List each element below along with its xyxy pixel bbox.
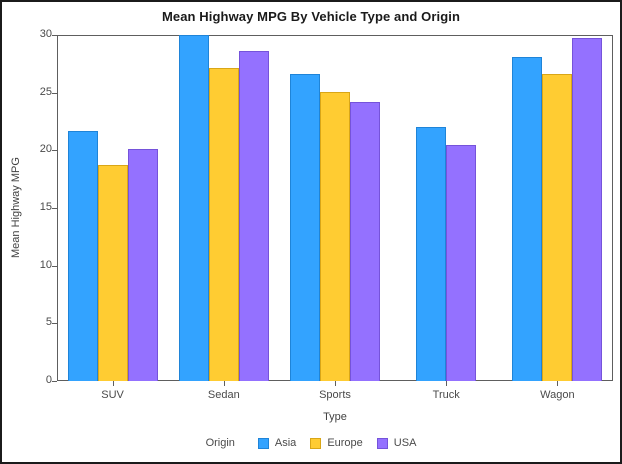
x-tick-label: Truck — [432, 389, 460, 401]
legend: Origin Asia Europe USA — [2, 433, 620, 453]
x-tick-label: Wagon — [540, 389, 575, 401]
legend-item-usa: USA — [376, 437, 417, 449]
legend-title: Origin — [205, 437, 235, 449]
y-tick-mark — [52, 265, 57, 267]
x-axis-label: Type — [323, 411, 347, 423]
y-tick-mark — [52, 92, 57, 94]
legend-label: Europe — [327, 437, 363, 449]
y-tick-label: 10 — [39, 258, 52, 271]
x-tick-label: Sports — [319, 389, 351, 401]
legend-swatch-icon — [310, 437, 322, 449]
bar-truck-asia — [416, 127, 447, 381]
legend-items: Asia Europe USA — [257, 437, 417, 449]
legend-swatch-icon — [257, 437, 269, 449]
y-tick-label: 25 — [39, 85, 52, 98]
bar-sports-usa — [350, 101, 380, 381]
y-tick-label: 20 — [39, 143, 52, 156]
legend-swatch-icon — [376, 437, 388, 449]
bar-suv-asia — [67, 130, 98, 381]
x-tick-mark — [112, 381, 114, 386]
legend-item-europe: Europe — [310, 437, 363, 449]
x-tick-mark — [335, 381, 336, 386]
bar-truck-usa — [446, 144, 477, 381]
bar-wagon-europe — [542, 74, 573, 381]
bar-sports-europe — [320, 91, 350, 381]
bar-suv-europe — [97, 165, 128, 381]
bar-wagon-asia — [512, 56, 543, 381]
bar-sports-asia — [290, 74, 320, 381]
y-tick-mark — [52, 150, 57, 152]
bar-wagon-usa — [572, 38, 603, 381]
legend-label: Asia — [274, 437, 297, 449]
legend-item-asia: Asia — [257, 437, 297, 449]
legend-label: USA — [393, 437, 417, 449]
y-tick-mark — [52, 323, 57, 325]
y-tick-label: 30 — [39, 28, 52, 40]
y-tick-label: 5 — [45, 316, 52, 329]
x-tick-label: SUV — [101, 389, 124, 401]
y-tick-mark — [52, 35, 57, 36]
chart-title: Mean Highway MPG By Vehicle Type and Ori… — [161, 9, 461, 24]
bar-sedan-asia — [178, 35, 209, 381]
x-tick-label: Sedan — [207, 389, 240, 401]
bar-sedan-europe — [208, 68, 239, 381]
x-tick-mark — [446, 381, 448, 386]
bar-sedan-usa — [238, 51, 269, 381]
y-tick-mark — [52, 381, 57, 382]
x-tick-mark — [223, 381, 225, 386]
y-tick-label: 15 — [39, 201, 52, 213]
y-tick-mark — [52, 208, 57, 209]
bar-suv-usa — [127, 149, 158, 381]
y-tick-label: 0 — [45, 374, 52, 386]
x-tick-mark — [557, 381, 559, 386]
